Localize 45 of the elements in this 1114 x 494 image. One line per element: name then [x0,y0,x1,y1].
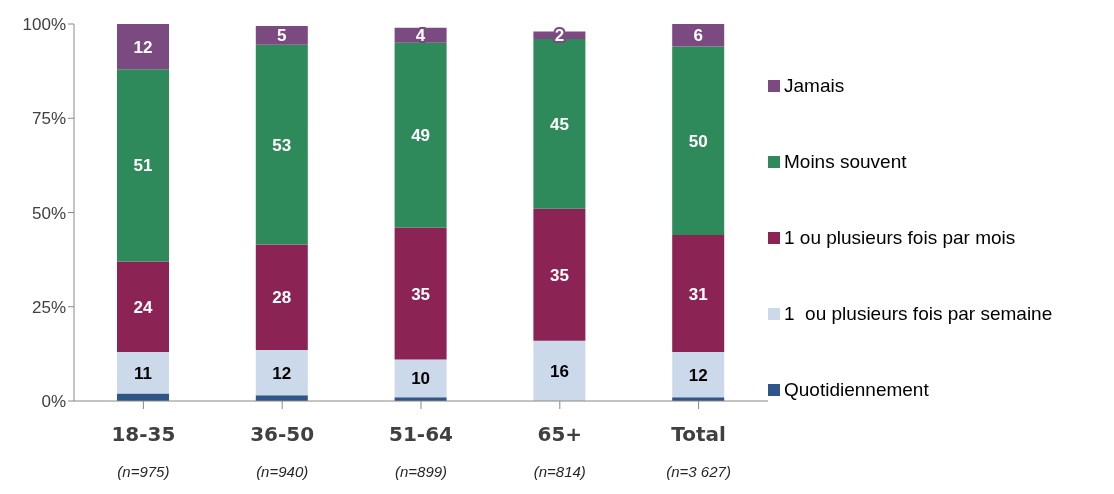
bar [394,42,447,228]
y-tick-label: 25% [31,297,66,317]
y-tick-label: 100% [22,15,66,35]
legend-label: Moins souvent [783,150,908,174]
x-tick-label: 18-35 (n=975) [111,422,176,480]
data-label: 5 [277,26,287,46]
data-label: 45 [549,114,569,134]
x-tick-label: Total (n=3 627) [666,422,731,480]
bar [394,227,447,360]
x-tick-label: 65+ (n=814) [533,422,586,480]
data-label: 12 [133,37,153,57]
data-label: 6 [693,26,703,46]
data-label: 35 [549,265,569,285]
data-label: 12 [688,365,708,385]
data-label: 11 [134,363,152,383]
legend-label: 1 ou plusieurs fois par semaine [783,302,1053,326]
data-label: 50 [688,131,708,151]
x-tick-label: 36-50 (n=940) [250,422,315,480]
data-label: 53 [272,135,292,155]
data-label: 10 [411,369,431,389]
legend-label: 1 ou plusieurs fois par mois [783,226,1017,250]
bar [117,261,169,352]
bar [255,44,308,245]
x-tick-label: 51-64 (n=899) [389,422,453,480]
data-label: 24 [133,297,153,317]
bar [117,393,169,401]
y-tick-label: 50% [31,203,66,223]
bar [117,69,169,262]
legend-label: Quotidiennement [783,378,930,402]
bar [672,46,725,236]
data-label: 16 [549,361,569,381]
data-label: 28 [272,288,292,308]
bar [255,244,308,351]
legend-label: Jamais [783,74,846,98]
y-tick-label: 0% [41,392,66,412]
data-label: 4 [415,26,426,46]
data-label: 49 [411,126,431,146]
y-tick-label: 75% [31,109,66,129]
bar [533,39,586,209]
bar [672,235,725,352]
data-label: 12 [272,363,292,383]
bar [533,208,586,341]
data-label: 51 [133,156,153,176]
data-label: 35 [411,284,431,304]
data-label: 31 [688,284,708,304]
